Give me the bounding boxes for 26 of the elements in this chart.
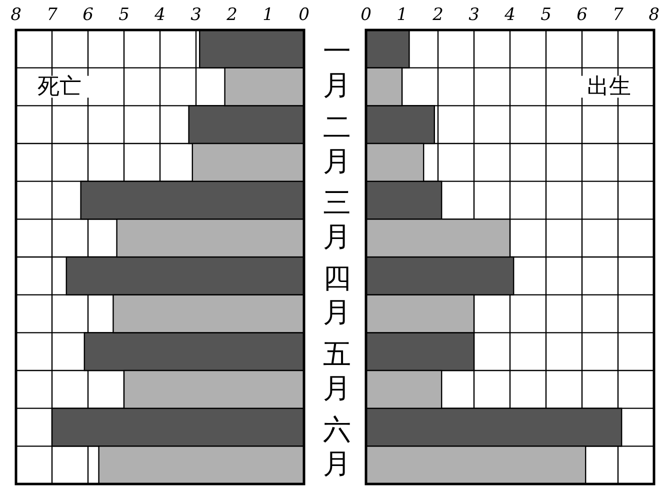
- y-tick-label: 三月: [323, 186, 351, 253]
- x-tick-label: 2: [226, 5, 238, 25]
- y-tick-label: 二月: [323, 110, 351, 178]
- x-tick-label: 6: [82, 5, 94, 25]
- x-tick-label: 5: [118, 5, 130, 25]
- y-tick-label: 六月: [323, 412, 351, 480]
- y-tick-label: 一月: [323, 34, 351, 102]
- x-tick-label: 8: [10, 5, 22, 25]
- x-tick-label: 1: [396, 5, 408, 25]
- x-tick-label: 2: [432, 5, 444, 25]
- x-tick-label: 7: [46, 5, 58, 25]
- y-tick-label: 四月: [323, 262, 351, 329]
- x-tick-label: 5: [540, 5, 552, 25]
- x-tick-label: 3: [190, 5, 202, 25]
- x-tick-label: 3: [468, 5, 480, 25]
- text: 死亡: [38, 74, 82, 100]
- x-tick-label: 0: [360, 5, 372, 25]
- text: 出生: [587, 74, 631, 100]
- x-tick-label: 4: [504, 5, 516, 25]
- x-tick-label: 4: [154, 5, 166, 25]
- x-tick-label: 0: [298, 5, 310, 25]
- x-tick-label: 7: [612, 5, 624, 25]
- x-tick-label: 8: [648, 5, 660, 25]
- y-tick-label: 五月: [323, 337, 351, 404]
- x-tick-label: 6: [576, 5, 588, 25]
- x-tick-label: 1: [262, 5, 274, 25]
